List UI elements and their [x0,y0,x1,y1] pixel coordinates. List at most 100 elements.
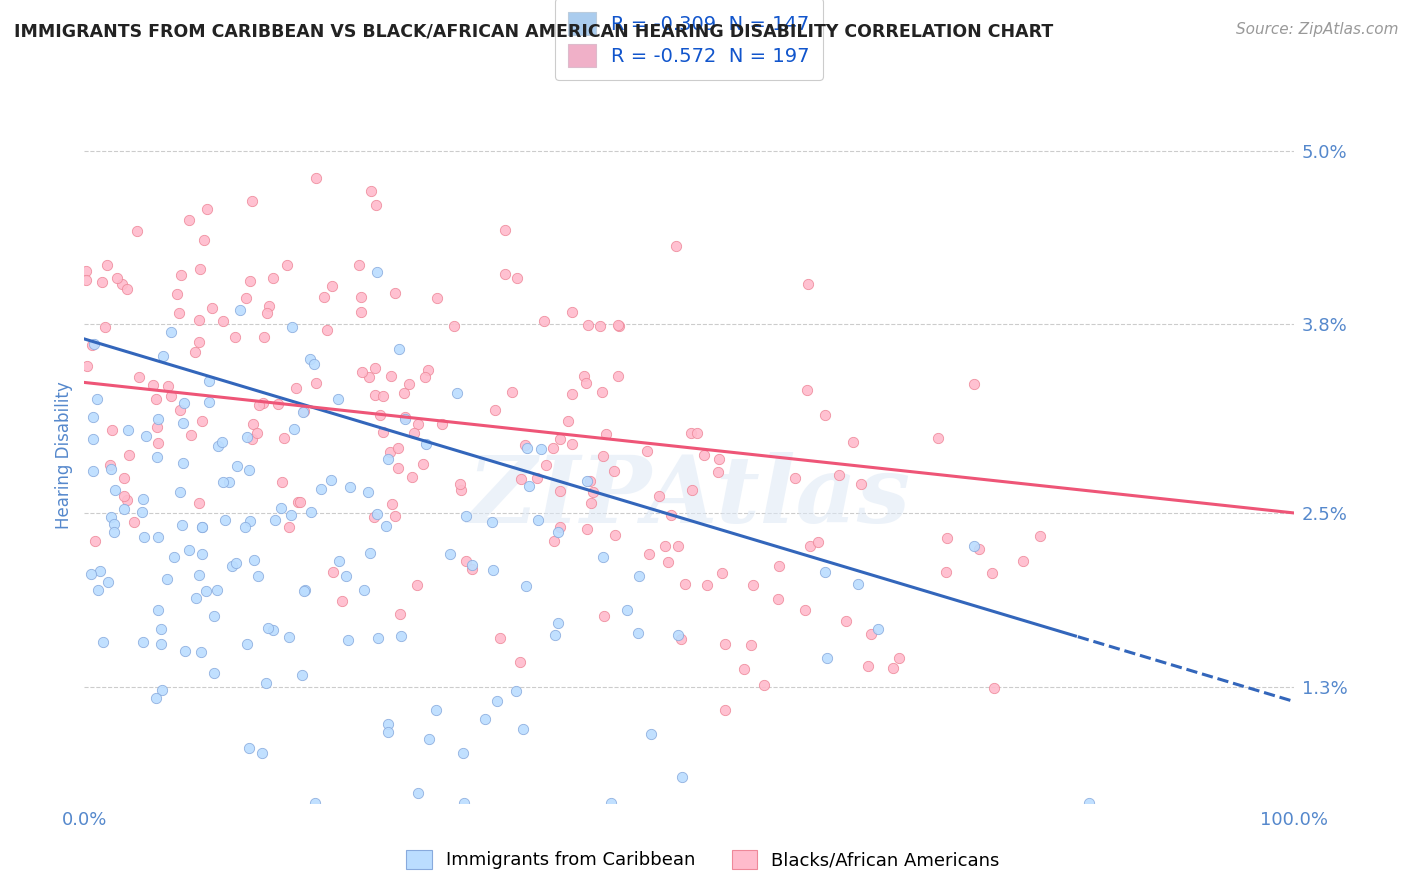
Point [696,577,718,591]
Point [270,501,292,516]
Point [384,509,406,524]
Point [125,224,148,238]
Point [375,518,398,533]
Point [214,512,236,526]
Text: ZIPAtlas: ZIPAtlas [467,451,911,541]
Point [449,476,471,491]
Point [94,320,117,334]
Point [207,439,229,453]
Point [252,396,274,410]
Point [262,271,284,285]
Point [271,475,294,489]
Point [267,397,290,411]
Point [187,568,209,582]
Point [1077,796,1099,810]
Point [425,703,447,717]
Point [394,412,416,426]
Point [935,565,957,579]
Point [640,727,662,741]
Point [509,655,531,669]
Point [87,582,110,597]
Point [550,520,572,534]
Point [513,437,536,451]
Point [83,337,105,351]
Point [148,411,170,425]
Point [321,279,343,293]
Point [389,629,412,643]
Point [350,365,373,379]
Point [364,387,387,401]
Point [305,171,328,186]
Point [638,547,661,561]
Point [288,495,311,509]
Point [90,275,112,289]
Point [544,628,567,642]
Point [693,448,716,462]
Point [418,363,440,377]
Point [150,637,173,651]
Point [145,690,167,705]
Point [292,403,315,417]
Point [835,614,858,628]
Point [146,450,169,464]
Point [576,474,599,488]
Point [510,472,533,486]
Point [366,265,388,279]
Point [202,666,225,681]
Point [263,513,285,527]
Point [170,518,193,533]
Point [98,458,121,473]
Point [238,741,260,756]
Point [350,290,373,304]
Point [240,432,263,446]
Point [882,661,904,675]
Point [983,681,1005,695]
Point [666,628,689,642]
Point [173,644,195,658]
Point [236,637,259,651]
Point [363,509,385,524]
Point [707,451,730,466]
Point [273,431,295,445]
Point [299,505,322,519]
Point [666,539,689,553]
Point [461,562,484,576]
Point [191,547,214,561]
Point [848,576,870,591]
Point [1012,554,1035,568]
Point [796,383,818,397]
Point [191,520,214,534]
Point [188,262,211,277]
Point [226,458,249,473]
Legend: Immigrants from Caribbean, Blacks/African Americans: Immigrants from Caribbean, Blacks/Africa… [398,841,1008,879]
Point [579,475,602,489]
Point [489,631,512,645]
Point [711,566,734,580]
Point [461,558,484,572]
Point [221,558,243,573]
Point [357,484,380,499]
Point [242,417,264,431]
Point [80,566,103,581]
Point [519,478,541,492]
Point [183,345,205,359]
Point [193,233,215,247]
Point [97,575,120,590]
Point [494,268,516,282]
Point [486,694,509,708]
Point [235,291,257,305]
Point [516,441,538,455]
Point [169,305,191,319]
Point [287,495,309,509]
Point [388,342,411,356]
Point [377,724,399,739]
Point [373,389,395,403]
Point [335,569,357,583]
Point [276,258,298,272]
Point [368,408,391,422]
Point [381,497,404,511]
Point [380,445,402,459]
Point [426,291,449,305]
Point [401,470,423,484]
Point [76,359,98,373]
